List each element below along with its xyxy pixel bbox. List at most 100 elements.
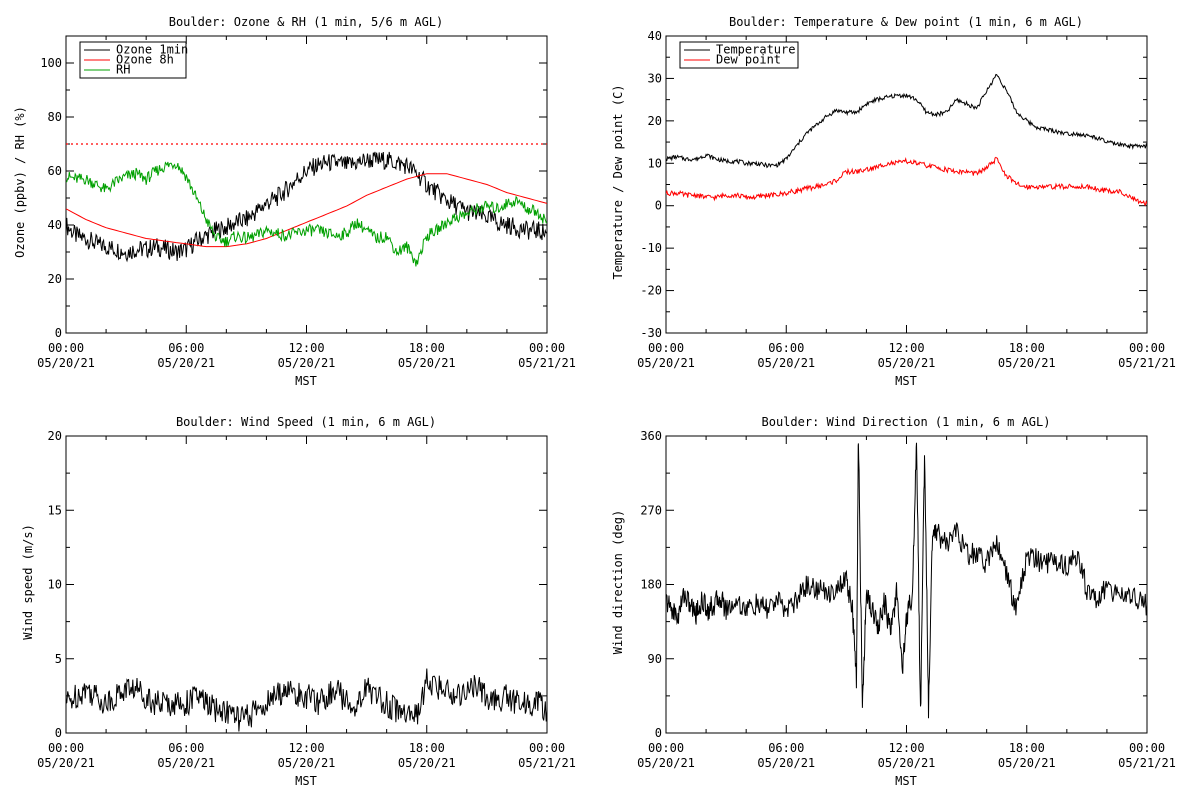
legend-label: Ozone 1min [116, 43, 188, 57]
panel-temperature-dewpoint: Boulder: Temperature & Dew point (1 min,… [611, 15, 1176, 388]
x-axis-label: MST [895, 374, 917, 388]
y-axis-label: Wind direction (deg) [611, 510, 625, 655]
chart-title: Boulder: Ozone & RH (1 min, 5/6 m AGL) [169, 15, 444, 29]
legend-label: Ozone 8h [116, 53, 174, 67]
series-line [66, 151, 547, 263]
x-tick-label: 05/20/21 [878, 756, 936, 770]
chart-title: Boulder: Temperature & Dew point (1 min,… [729, 15, 1083, 29]
x-tick-label: 06:00 [168, 741, 204, 755]
x-tick-label: 06:00 [168, 341, 204, 355]
x-tick-label: 18:00 [409, 741, 445, 755]
x-tick-label: 00:00 [48, 741, 84, 755]
y-tick-label: 100 [40, 56, 62, 70]
legend-box [679, 41, 799, 69]
x-tick-label: 00:00 [529, 741, 565, 755]
y-axis-label: Wind speed (m/s) [21, 524, 35, 640]
legend-label: Dew point [716, 53, 781, 67]
x-axis-label: MST [295, 374, 317, 388]
x-tick-label: 05/20/21 [998, 756, 1056, 770]
x-tick-label: 05/21/21 [1118, 356, 1176, 370]
x-tick-label: 05/20/21 [157, 356, 215, 370]
y-tick-label: 20 [48, 429, 62, 443]
x-tick-label: 05/20/21 [757, 756, 815, 770]
plot-area: 00:0005/20/2106:0005/20/2112:0005/20/211… [637, 29, 1176, 370]
legend-label: RH [116, 63, 130, 77]
y-tick-label: 40 [48, 218, 62, 232]
panel-wind-direction: Boulder: Wind Direction (1 min, 6 m AGL)… [611, 415, 1176, 788]
chart-title: Boulder: Wind Speed (1 min, 6 m AGL) [176, 415, 436, 429]
x-tick-label: 00:00 [48, 341, 84, 355]
x-tick-label: 06:00 [768, 341, 804, 355]
x-tick-label: 05/20/21 [278, 356, 336, 370]
y-tick-label: 80 [48, 110, 62, 124]
x-tick-label: 18:00 [1009, 741, 1045, 755]
y-tick-label: 0 [655, 726, 662, 740]
plot-frame [665, 35, 1148, 334]
series-line [666, 442, 1147, 719]
series-line [66, 668, 547, 732]
y-tick-label: 360 [640, 429, 662, 443]
x-tick-label: 12:00 [888, 341, 924, 355]
x-tick-label: 12:00 [288, 741, 324, 755]
plot-area: 00:0005/20/2106:0005/20/2112:0005/20/211… [37, 35, 576, 370]
x-tick-label: 05/20/21 [637, 356, 695, 370]
x-tick-label: 05/20/21 [637, 756, 695, 770]
x-axis-label: MST [895, 774, 917, 788]
plot-frame [65, 35, 548, 334]
x-tick-label: 00:00 [648, 341, 684, 355]
series-line [666, 73, 1147, 169]
x-tick-label: 05/20/21 [37, 756, 95, 770]
y-tick-label: 30 [648, 71, 662, 85]
y-tick-label: 20 [648, 114, 662, 128]
x-tick-label: 05/21/21 [1118, 756, 1176, 770]
x-tick-label: 00:00 [1129, 341, 1165, 355]
panel-ozone-rh: Boulder: Ozone & RH (1 min, 5/6 m AGL) O… [13, 15, 576, 388]
series-line [66, 173, 547, 248]
x-tick-label: 05/21/21 [518, 756, 576, 770]
panel-wind-speed: Boulder: Wind Speed (1 min, 6 m AGL) Win… [21, 415, 576, 788]
series-line [66, 161, 547, 267]
y-tick-label: 0 [55, 326, 62, 340]
y-tick-label: 15 [48, 503, 62, 517]
x-tick-label: 00:00 [529, 341, 565, 355]
plot-frame [665, 435, 1148, 734]
x-tick-label: 05/20/21 [757, 356, 815, 370]
y-tick-label: 5 [55, 652, 62, 666]
x-tick-label: 05/20/21 [278, 756, 336, 770]
y-tick-label: 270 [640, 503, 662, 517]
x-tick-label: 18:00 [1009, 341, 1045, 355]
y-axis-label: Ozone (ppbv) / RH (%) [13, 106, 27, 258]
x-tick-label: 06:00 [768, 741, 804, 755]
x-tick-label: 00:00 [1129, 741, 1165, 755]
y-tick-label: 20 [48, 272, 62, 286]
y-tick-label: 60 [48, 164, 62, 178]
x-tick-label: 12:00 [288, 341, 324, 355]
y-tick-label: -20 [640, 284, 662, 298]
series-line [666, 156, 1147, 207]
x-tick-label: 05/20/21 [398, 756, 456, 770]
x-tick-label: 05/20/21 [157, 756, 215, 770]
y-tick-label: 180 [640, 578, 662, 592]
y-tick-label: -30 [640, 326, 662, 340]
plot-area: 00:0005/20/2106:0005/20/2112:0005/20/211… [37, 429, 576, 770]
legend-label: Temperature [716, 43, 795, 57]
y-tick-label: -10 [640, 241, 662, 255]
y-tick-label: 0 [55, 726, 62, 740]
x-tick-label: 05/20/21 [878, 356, 936, 370]
x-tick-label: 00:00 [648, 741, 684, 755]
x-tick-label: 12:00 [888, 741, 924, 755]
y-tick-label: 90 [648, 652, 662, 666]
chart-title: Boulder: Wind Direction (1 min, 6 m AGL) [762, 415, 1051, 429]
x-tick-label: 18:00 [409, 341, 445, 355]
plot-area: 00:0005/20/2106:0005/20/2112:0005/20/211… [637, 429, 1176, 770]
y-tick-label: 10 [48, 578, 62, 592]
y-tick-label: 40 [648, 29, 662, 43]
x-tick-label: 05/20/21 [37, 356, 95, 370]
x-tick-label: 05/20/21 [398, 356, 456, 370]
x-tick-label: 05/21/21 [518, 356, 576, 370]
x-axis-label: MST [295, 774, 317, 788]
y-tick-label: 10 [648, 156, 662, 170]
y-axis-label: Temperature / Dew point (C) [611, 84, 625, 279]
